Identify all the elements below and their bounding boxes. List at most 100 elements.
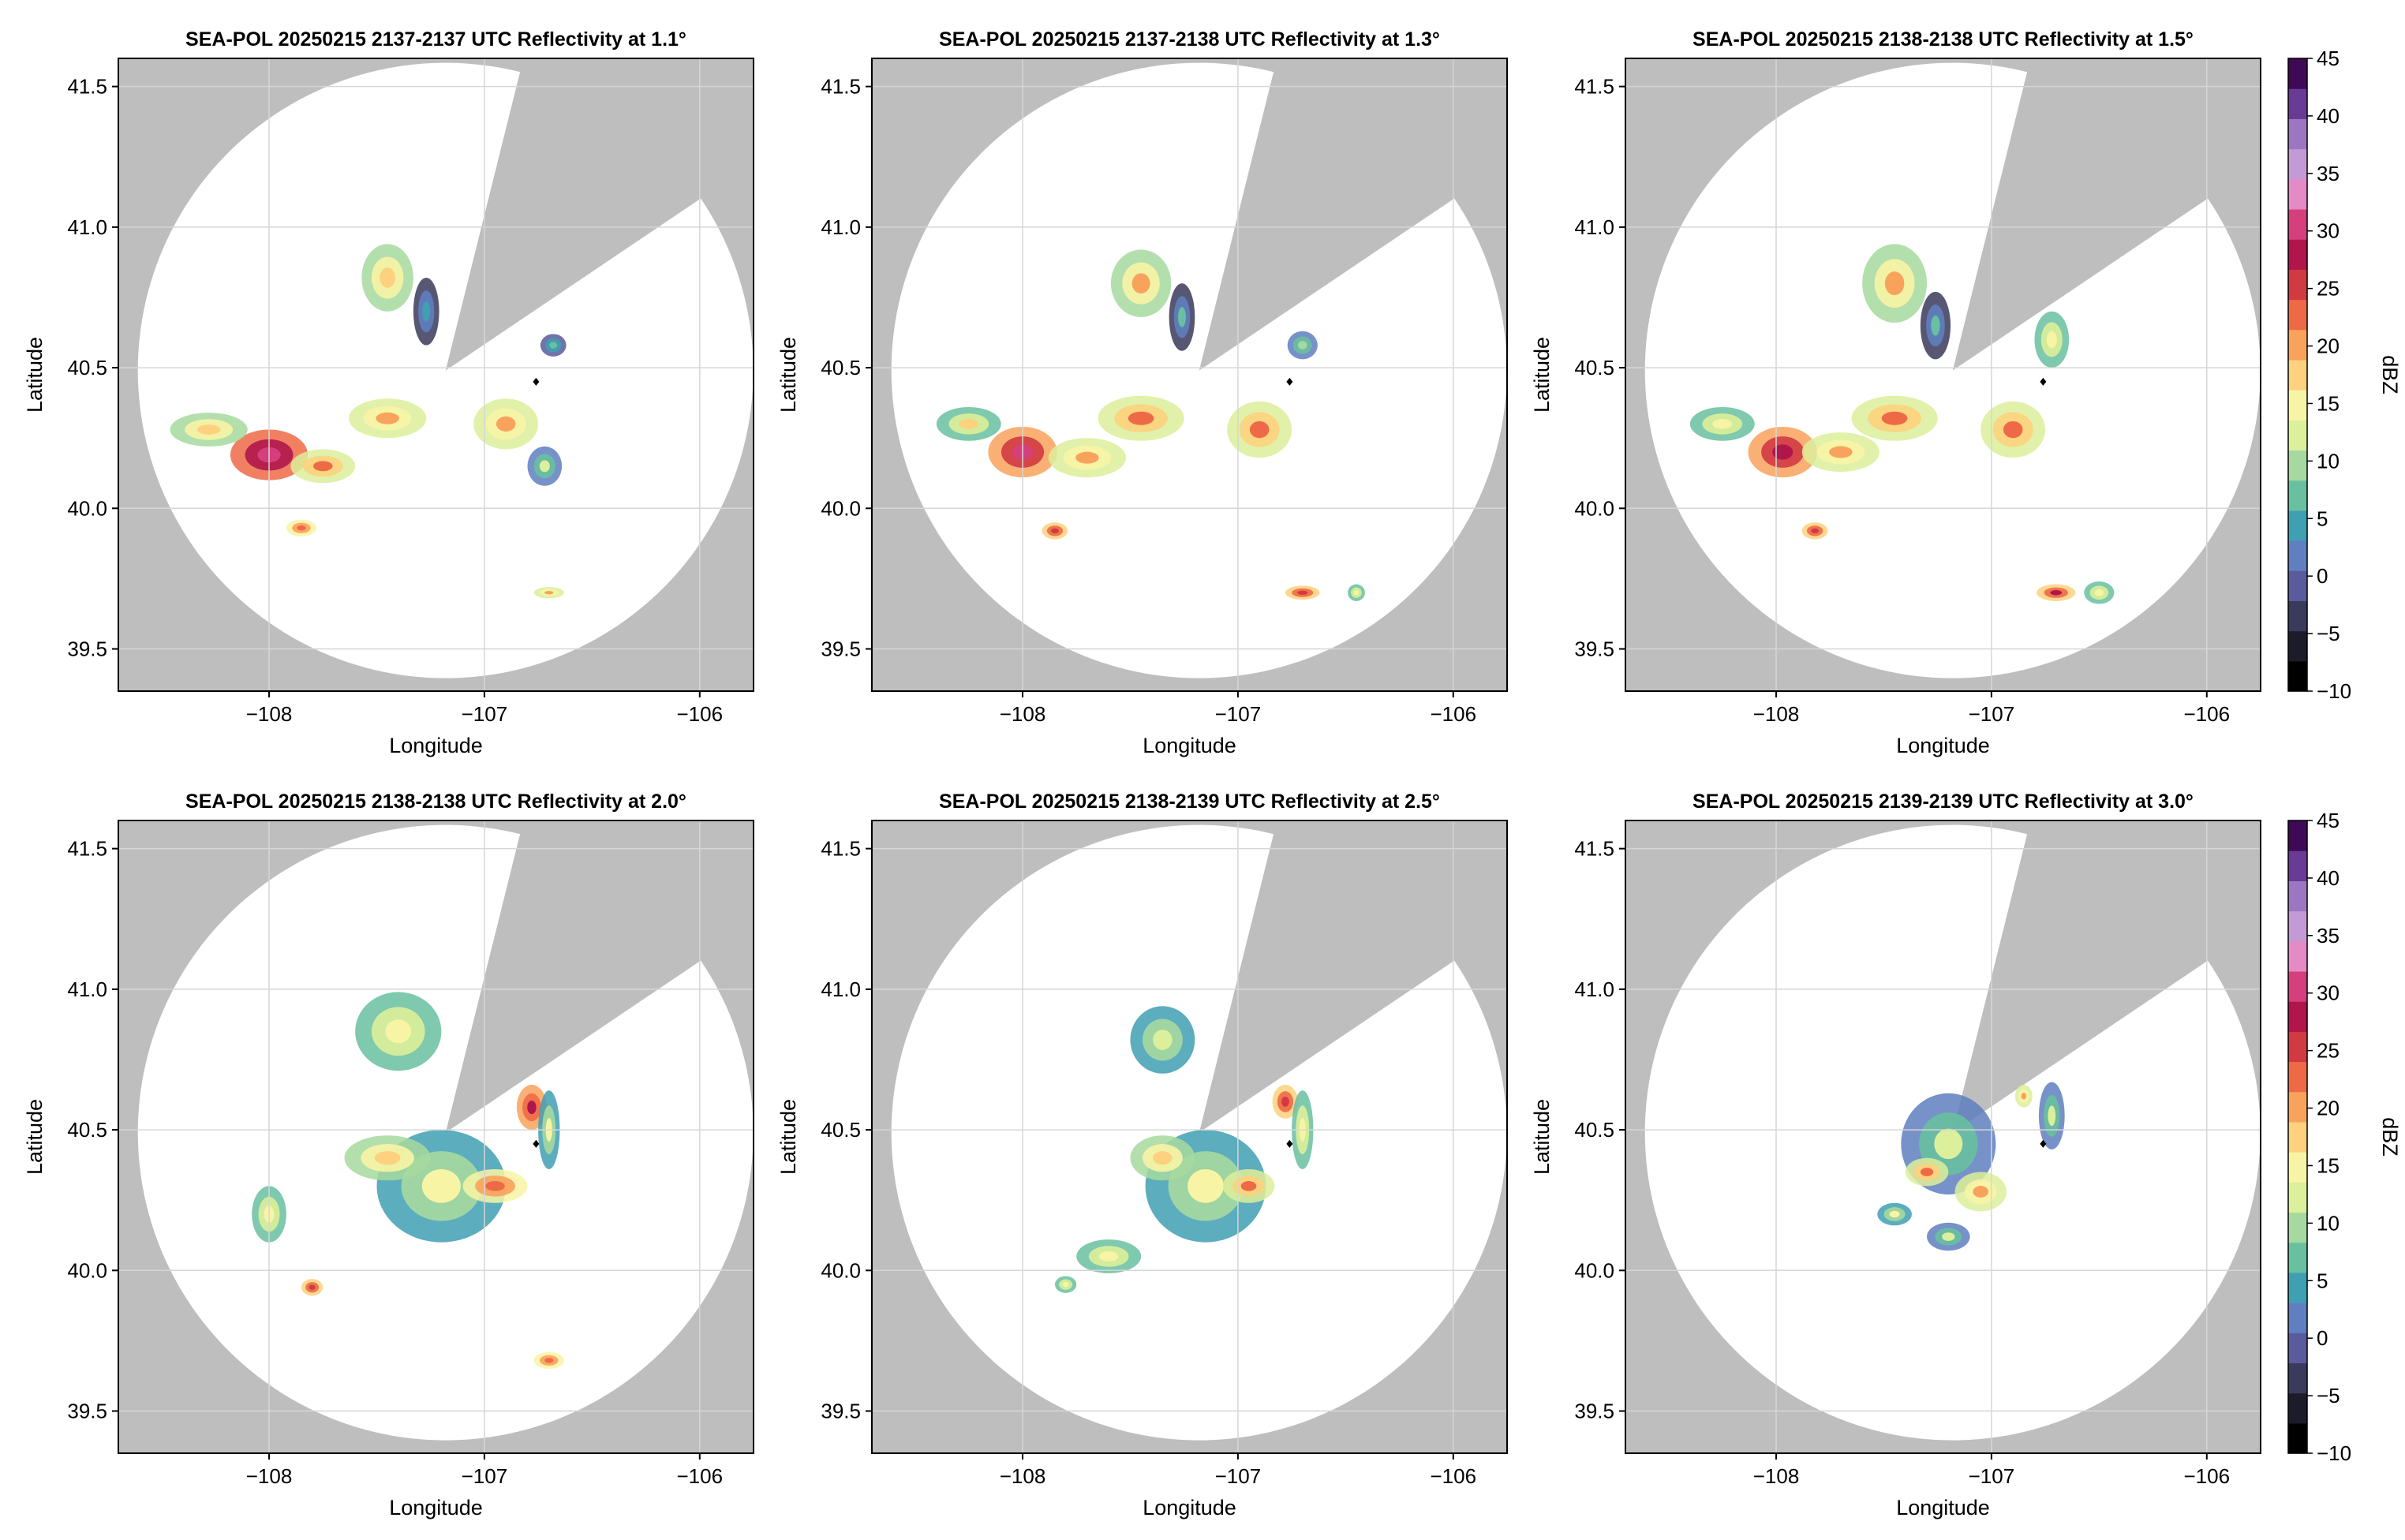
colorbar-segment [2288, 1333, 2307, 1364]
colorbar-segment [2288, 660, 2307, 692]
colorbar-tick-label: −5 [2317, 622, 2340, 645]
colorbar-segment [2288, 1303, 2307, 1333]
y-axis-label: Latitude [1530, 337, 1554, 413]
panel-3: −108 −107 −106 39.5 40.0 40.5 41.0 41.5 SEA-POL … [1530, 28, 2261, 757]
y-tick-label: 40.5 [1574, 1118, 1614, 1142]
echo-cell-core [1240, 1180, 1257, 1191]
echo-cell-core [1178, 307, 1186, 327]
colorbar-segment [2288, 480, 2307, 511]
colorbar-tick-label: 20 [2317, 1097, 2340, 1120]
colorbar-segment [2288, 940, 2307, 972]
colorbar-segment [2288, 1242, 2307, 1273]
x-tick-label: −108 [1000, 1464, 1046, 1488]
echo-cell-core [2021, 1093, 2027, 1100]
colorbar-segment [2288, 178, 2307, 210]
echo-cell-core [496, 416, 516, 432]
y-tick-label: 41.0 [1574, 977, 1614, 1001]
x-tick-label: −106 [1430, 1464, 1476, 1488]
echo-cell-core [527, 1101, 537, 1115]
colorbar-segment [2288, 1152, 2307, 1183]
colorbar-segment [2288, 118, 2307, 150]
echo-cell-core [1128, 411, 1154, 425]
plot-frame [1625, 820, 2261, 1454]
panel-6: −108 −107 −106 39.5 40.0 40.5 41.0 41.5 SEA-POL … [1530, 791, 2261, 1519]
echo-cell-core [485, 1180, 505, 1191]
echo-cell-core [1075, 451, 1099, 464]
colorbar-tick-label: 25 [2317, 1039, 2340, 1063]
x-tick-label: −107 [1215, 1464, 1262, 1488]
colorbar-1: 45 40 35 30 25 20 15 10 5 0 −5 −10 dBZ [2287, 47, 2402, 703]
panel-title: SEA-POL 20250215 2138-2139 UTC Reflectiv… [939, 791, 1440, 813]
colorbar-segment [2288, 1362, 2307, 1394]
colorbar-tick-label: 0 [2317, 564, 2328, 588]
echo-cell-core [549, 342, 558, 349]
colorbar-tick-label: 5 [2317, 1269, 2328, 1292]
colorbar-tick-label: −10 [2317, 1441, 2351, 1465]
colorbar-segment [2288, 88, 2307, 119]
colorbar-segment [2288, 208, 2307, 240]
colorbar-tick-label: 45 [2317, 809, 2340, 832]
echo-cell-core [1131, 273, 1150, 293]
colorbar-segment [2288, 148, 2307, 180]
colorbar-segment [2288, 600, 2307, 632]
plot-frame [871, 820, 1508, 1454]
panel-title: SEA-POL 20250215 2139-2139 UTC Reflectiv… [1692, 791, 2194, 813]
panel-5: −108 −107 −106 39.5 40.0 40.5 41.0 41.5 SEA-POL … [776, 791, 1508, 1519]
y-axis-label: Latitude [1530, 1099, 1554, 1175]
echo-cell-core [959, 418, 979, 429]
y-tick-label: 40.0 [67, 1258, 107, 1282]
echo-cell-core [1098, 1251, 1119, 1262]
x-axis-label: Longitude [1896, 1496, 1990, 1519]
colorbar-segment [2288, 1272, 2307, 1303]
y-tick-label: 40.0 [1574, 1258, 1614, 1282]
site-marker [533, 1139, 540, 1148]
colorbar-tick-label: 30 [2317, 981, 2340, 1005]
echo-cell-core [374, 1151, 401, 1165]
x-tick-label: −108 [1753, 1464, 1800, 1488]
y-tick-label: 39.5 [1574, 1400, 1614, 1423]
colorbar-label: dBZ [2378, 1117, 2402, 1157]
echo-cell-core [196, 424, 221, 435]
echo-cell-core [380, 267, 395, 288]
echo-cell-core [1188, 1168, 1224, 1203]
echo-cell-core [1153, 1030, 1173, 1050]
colorbar-segment [2288, 450, 2307, 481]
y-tick-label: 41.5 [67, 837, 107, 861]
y-tick-label: 40.0 [1574, 496, 1614, 520]
echo-cell-core [1920, 1168, 1934, 1176]
colorbar-segment [2288, 570, 2307, 602]
echo-cell-core [1934, 1128, 1963, 1160]
echo-cell-core [297, 525, 306, 531]
y-tick-label: 39.5 [821, 637, 861, 661]
echo-cell-core [544, 1358, 554, 1363]
x-axis-label: Longitude [389, 734, 483, 757]
y-tick-label: 40.0 [67, 496, 107, 520]
echo-cell-core [1772, 444, 1793, 460]
plot-frame [118, 820, 754, 1454]
colorbar-segment [2288, 239, 2307, 270]
echo-cell-core [1298, 341, 1307, 349]
x-axis-label: Longitude [1143, 1496, 1236, 1519]
y-tick-label: 40.5 [821, 1118, 861, 1142]
radar-coverage [891, 62, 1507, 678]
echo-cell-core [1942, 1232, 1955, 1241]
x-tick-label: −106 [2183, 1464, 2230, 1488]
echo-cell-core [2003, 421, 2023, 439]
colorbar-tick-label: 5 [2317, 506, 2328, 530]
colorbar-segment [2288, 58, 2307, 89]
echo-cell-core [1931, 315, 1940, 336]
site-marker [1286, 1139, 1293, 1148]
site-marker [533, 377, 540, 386]
x-tick-label: −106 [2183, 702, 2230, 726]
x-axis-label: Longitude [1896, 734, 1990, 757]
y-tick-label: 39.5 [1574, 637, 1614, 661]
echo-cell-core [539, 460, 550, 473]
y-tick-label: 40.5 [67, 356, 107, 379]
colorbar-segment [2288, 1212, 2307, 1243]
y-tick-label: 41.5 [1574, 837, 1614, 861]
x-tick-label: −107 [462, 1464, 508, 1488]
x-tick-label: −108 [1000, 702, 1046, 726]
colorbar-segment [2288, 540, 2307, 571]
y-tick-label: 41.5 [821, 837, 861, 861]
